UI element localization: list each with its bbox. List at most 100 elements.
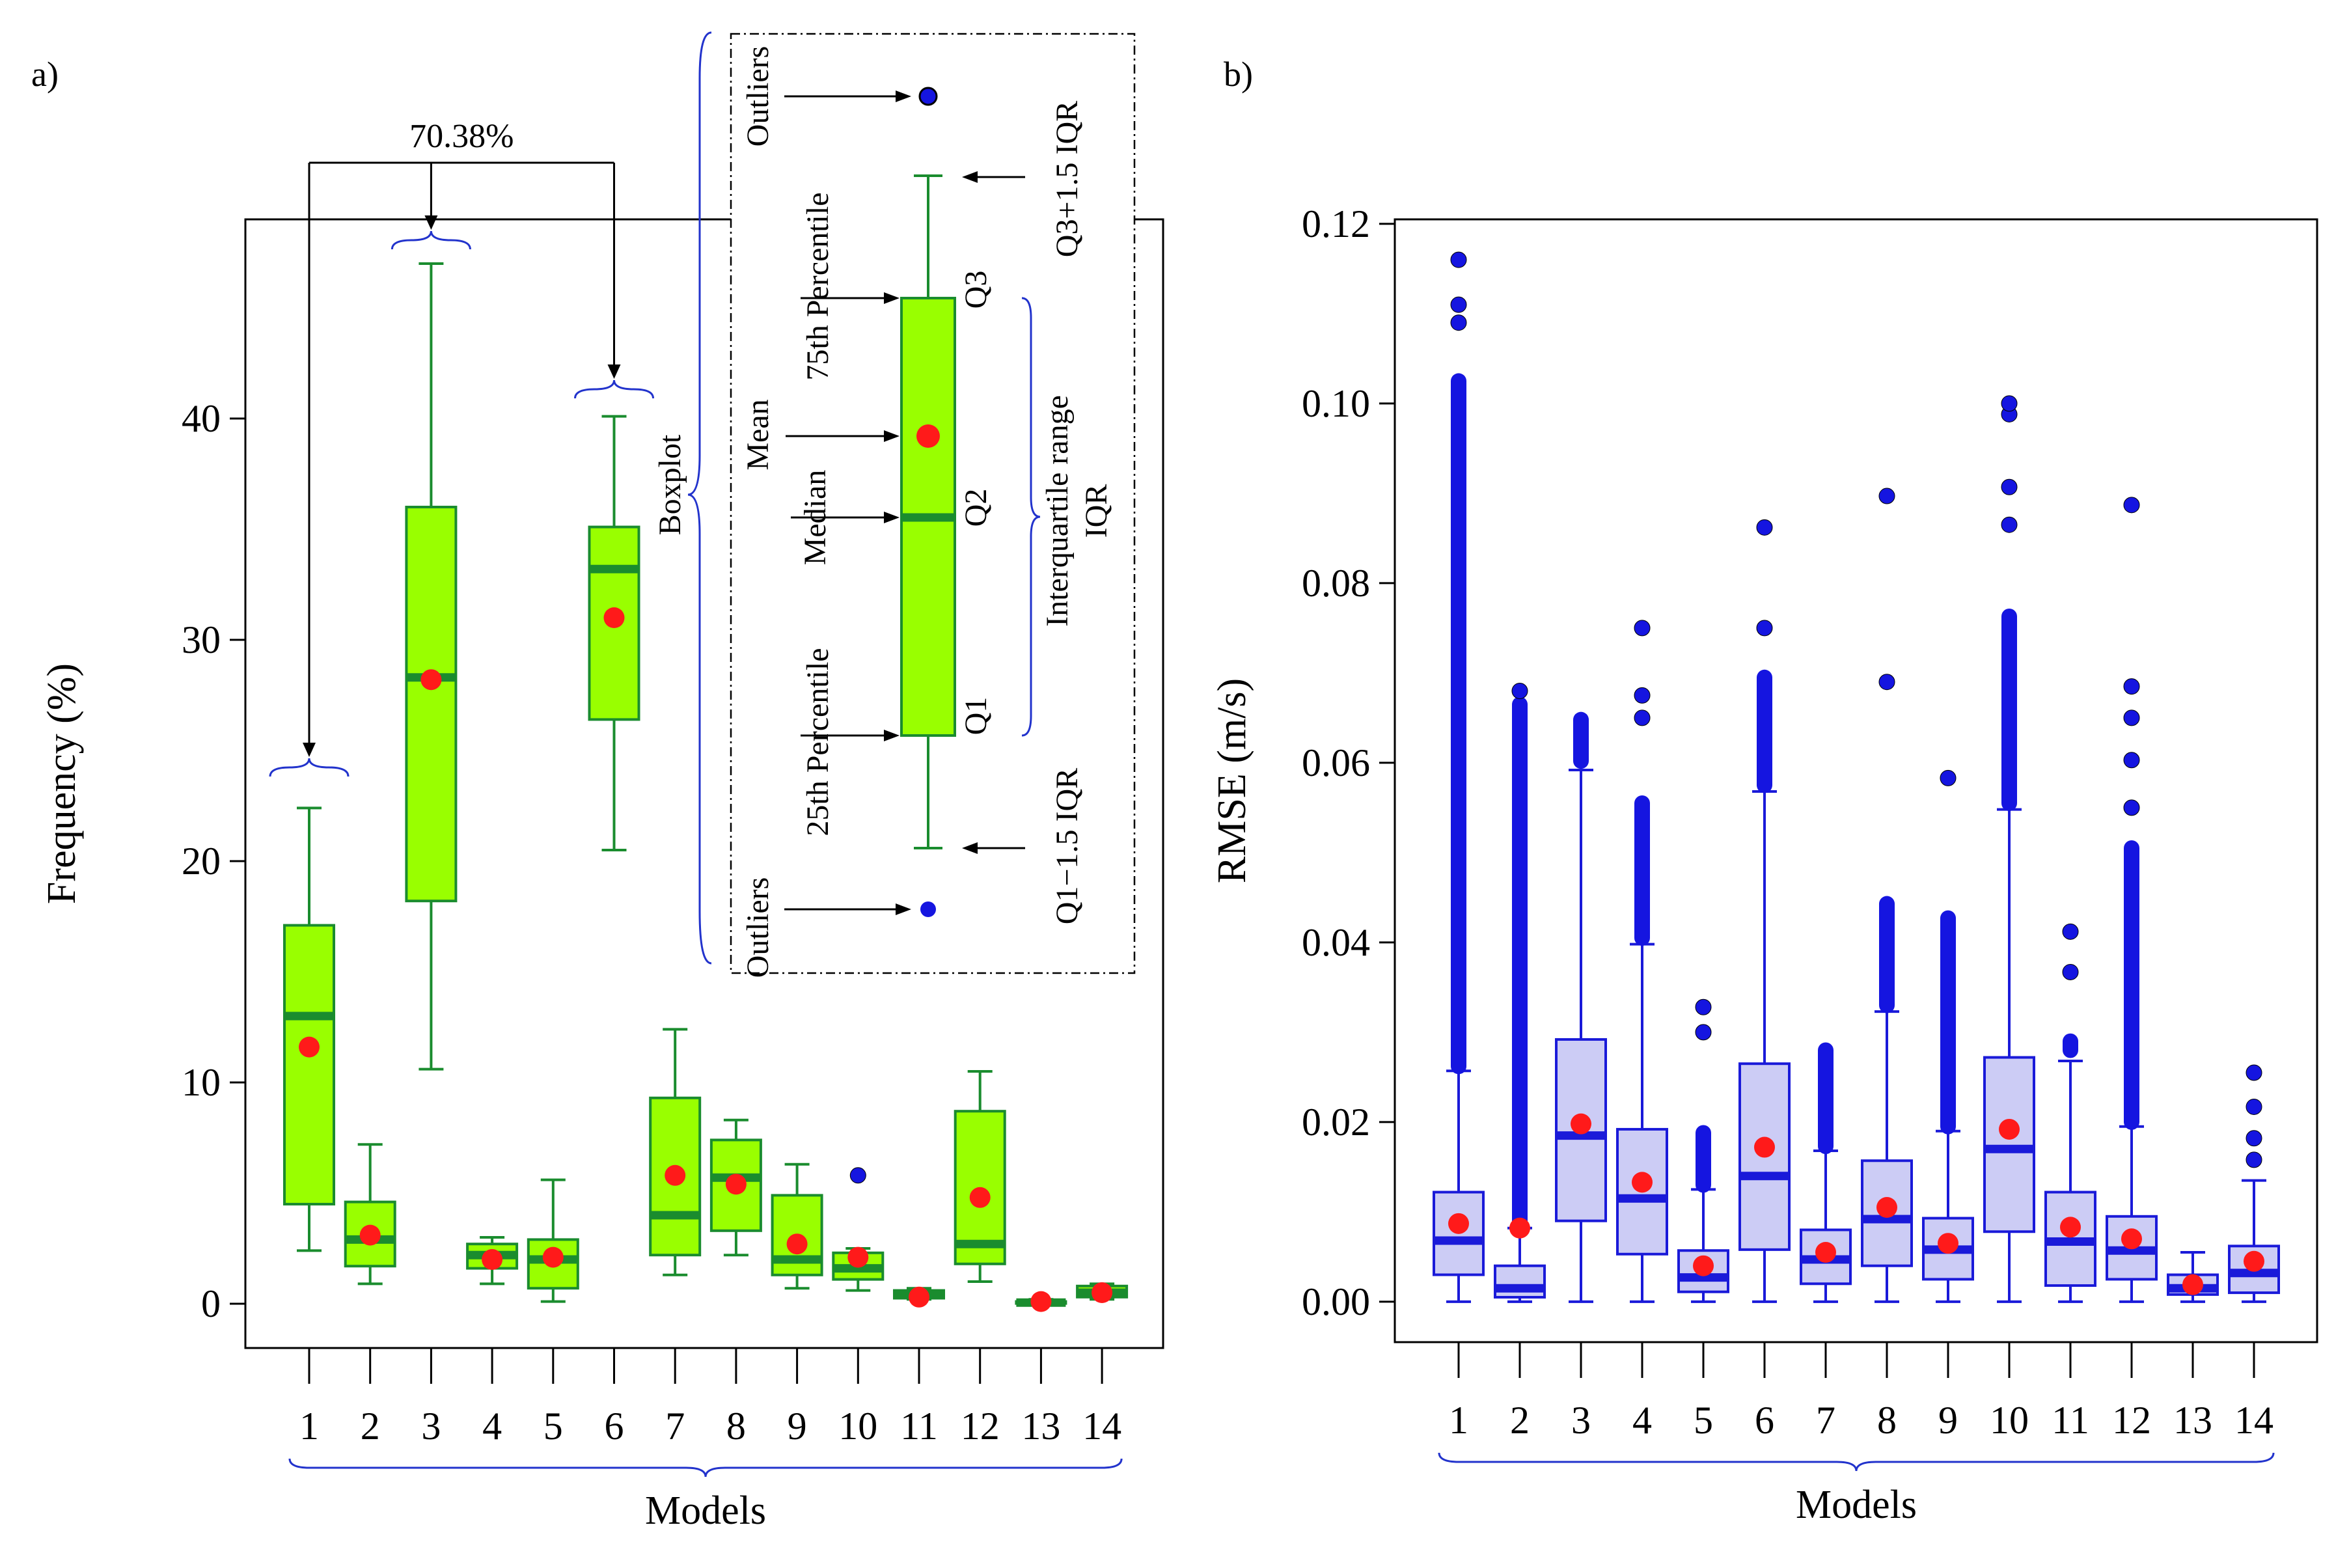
y-tick-label: 10 bbox=[182, 1061, 221, 1104]
box-model-6 bbox=[588, 415, 640, 851]
outlier-point bbox=[2062, 923, 2079, 940]
legend-label-q1: Q1 bbox=[959, 697, 993, 736]
box-model-6 bbox=[1738, 519, 1791, 1303]
outlier-point bbox=[1450, 314, 1467, 331]
box-model-4 bbox=[466, 1236, 519, 1286]
arrow-model-3-head bbox=[424, 215, 438, 230]
mean-point bbox=[420, 669, 442, 691]
outlier-point bbox=[1695, 1024, 1712, 1041]
outlier-point bbox=[2246, 1151, 2262, 1168]
iqr-box bbox=[283, 924, 335, 1205]
x-tick-label: 12 bbox=[961, 1405, 1000, 1448]
outlier-point bbox=[1634, 709, 1651, 726]
mean-point bbox=[299, 1036, 320, 1058]
box-model-1 bbox=[1433, 251, 1485, 1303]
outlier-point bbox=[2123, 752, 2140, 769]
models-brace bbox=[1438, 1452, 2275, 1472]
mean-point bbox=[665, 1164, 686, 1186]
outlier-point bbox=[1695, 998, 1712, 1015]
outlier-point bbox=[1634, 687, 1651, 704]
legend-arrow-median-head bbox=[884, 512, 900, 523]
outlier-point bbox=[1878, 488, 1895, 504]
iqr-box bbox=[1494, 1264, 1546, 1299]
box-model-8 bbox=[1861, 488, 1913, 1303]
models-brace bbox=[288, 1458, 1123, 1478]
x-tick-label: 6 bbox=[605, 1405, 624, 1448]
x-tick-label: 5 bbox=[1694, 1399, 1713, 1442]
mean-point bbox=[2121, 1228, 2142, 1250]
box-model-7 bbox=[649, 1028, 702, 1276]
legend-label-mean: Mean bbox=[741, 399, 775, 470]
y-tick-label: 20 bbox=[182, 840, 221, 883]
x-tick-label: 8 bbox=[726, 1405, 746, 1448]
y-tick-label: 0.08 bbox=[1302, 562, 1370, 605]
x-tick-label: 9 bbox=[788, 1405, 807, 1448]
x-tick-label: 14 bbox=[2234, 1399, 2273, 1442]
box-model-5 bbox=[1677, 998, 1729, 1303]
mean-point bbox=[1030, 1291, 1052, 1312]
box-model-9 bbox=[1922, 769, 1974, 1303]
box-model-5 bbox=[527, 1178, 579, 1303]
outlier-point bbox=[2123, 799, 2140, 816]
box-model-2 bbox=[1494, 683, 1546, 1303]
mean-point bbox=[603, 607, 625, 628]
box-model-10 bbox=[832, 1167, 885, 1292]
x-tick-label: 11 bbox=[2052, 1399, 2089, 1442]
y-tick-label: 30 bbox=[182, 618, 221, 661]
outlier-point bbox=[2001, 478, 2018, 495]
outlier-point bbox=[849, 1167, 866, 1184]
box-model-11 bbox=[2044, 923, 2096, 1303]
x-tick-label: 1 bbox=[299, 1405, 319, 1448]
y-axis-label: RMSE (m/s) bbox=[1210, 678, 1254, 883]
x-tick-label: 4 bbox=[482, 1405, 502, 1448]
y-tick-label: 40 bbox=[182, 397, 221, 440]
outlier-point bbox=[1511, 683, 1528, 699]
x-axis-label: Models bbox=[1796, 1483, 1917, 1527]
mean-point bbox=[847, 1246, 869, 1268]
y-tick-label: 0.02 bbox=[1302, 1101, 1370, 1144]
legend-label-iqr-2: IQR bbox=[1079, 484, 1114, 538]
mean-point bbox=[1693, 1255, 1714, 1276]
legend-arrow-mean-head bbox=[884, 430, 900, 442]
mean-point bbox=[1509, 1217, 1530, 1239]
annotation-label: 70.38% bbox=[409, 118, 514, 155]
x-tick-label: 12 bbox=[2112, 1399, 2151, 1442]
arrow-model-1-head bbox=[303, 743, 316, 757]
box-model-3 bbox=[405, 262, 458, 1071]
outlier-point bbox=[2001, 516, 2018, 533]
outlier-point bbox=[1940, 769, 1957, 786]
box-model-4 bbox=[1616, 620, 1668, 1303]
box-model-12 bbox=[2106, 497, 2158, 1303]
mean-point bbox=[1632, 1172, 1653, 1193]
outlier-point bbox=[1756, 620, 1773, 637]
x-tick-label: 14 bbox=[1082, 1405, 1121, 1448]
outlier-point bbox=[2123, 709, 2140, 726]
mean-point bbox=[542, 1246, 564, 1268]
annotation-brace-3 bbox=[391, 230, 471, 250]
x-tick-label: 2 bbox=[361, 1405, 380, 1448]
y-tick-label: 0.06 bbox=[1302, 741, 1370, 784]
x-tick-label: 10 bbox=[1990, 1399, 2029, 1442]
legend-arrow-outlier-bottom-head bbox=[896, 903, 911, 915]
mean-point bbox=[1876, 1197, 1897, 1218]
x-tick-label: 7 bbox=[665, 1405, 685, 1448]
plot-frame bbox=[1394, 218, 2318, 1343]
x-tick-label: 3 bbox=[421, 1405, 441, 1448]
legend-outlier-bottom bbox=[920, 901, 936, 917]
mean-point bbox=[1815, 1242, 1836, 1263]
y-tick-label: 0.10 bbox=[1302, 382, 1370, 425]
outlier-point bbox=[1450, 251, 1467, 268]
box-model-13 bbox=[2167, 1251, 2219, 1303]
legend-title: Boxplot bbox=[653, 434, 687, 535]
box-model-14 bbox=[2228, 1064, 2280, 1303]
legend-iqr-brace bbox=[1021, 297, 1041, 737]
y-tick-label: 0.00 bbox=[1302, 1280, 1370, 1323]
x-tick-label: 11 bbox=[900, 1405, 938, 1448]
box-model-8 bbox=[709, 1118, 762, 1257]
box-model-11 bbox=[893, 1286, 945, 1308]
mean-point bbox=[1448, 1213, 1469, 1234]
plot-frame bbox=[244, 218, 1164, 1349]
outlier-point bbox=[2062, 963, 2079, 980]
panel-b: 0.000.020.040.060.080.100.121 2 3 4 5 6 7 8 9 10 1… bbox=[1210, 55, 2318, 1527]
